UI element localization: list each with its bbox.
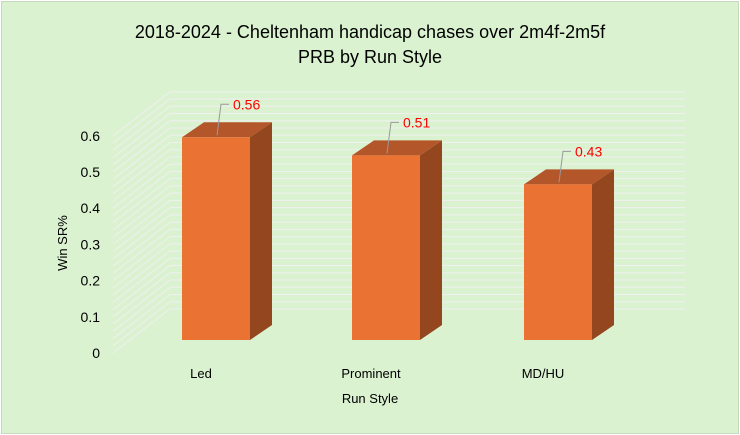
gridline-side [112,243,171,289]
x-axis-label: Run Style [342,391,398,406]
gridline-side [112,279,171,325]
gridline-side [112,149,171,195]
gridline-side [112,127,171,173]
bar-mdhu: 0.43 [524,143,614,340]
gridline-side [112,301,171,347]
gridline-side [112,221,171,267]
y-tick-label: 0 [92,345,100,361]
gridline-side [112,120,171,166]
bar-side [592,169,614,340]
data-label: 0.51 [403,114,430,130]
y-tick-label: 0.5 [81,164,101,180]
gridline-side [112,91,171,137]
data-label-leader [216,103,229,136]
chart-subtitle: PRB by Run Style [298,47,442,67]
bar-side [420,140,442,340]
gridline-side [112,178,171,224]
gridline-side [112,294,171,339]
x-tick-label: Prominent [341,366,401,381]
gridline-side [112,308,171,354]
gridline-side [112,113,171,158]
chart-title: 2018-2024 - Cheltenham handicap chases o… [135,22,606,42]
gridline-side [112,105,171,151]
gridline-side [112,228,171,274]
gridline-side [112,185,171,231]
gridline-side [112,171,171,216]
x-tick-label: Led [190,366,212,381]
bar-led: 0.56 [182,96,272,340]
gridline-side [112,214,171,260]
gridline-side [112,192,171,238]
gridline-side [112,200,171,245]
gridline-side [112,156,171,202]
bar-prominent: 0.51 [352,114,442,340]
gridline-side [112,163,171,209]
bar-side [250,122,272,340]
bar-top [352,140,442,156]
bar-top [524,169,614,185]
gridline-side [112,142,171,187]
y-tick-label: 0.2 [81,273,101,289]
y-axis-label: Win SR% [55,215,70,271]
gridline-side [112,98,171,144]
gridline-side [112,236,171,281]
gridline-side [112,286,171,332]
data-label-leader [386,121,399,154]
data-label: 0.43 [575,143,602,159]
bar-front [352,155,420,340]
gridline-side [112,265,171,310]
x-tick-label: MD/HU [522,366,565,381]
gridline-side [112,134,171,180]
gridline-side [112,207,171,253]
y-tick-label: 0.3 [81,236,101,252]
bar-front [524,184,592,340]
data-label-leader [558,150,571,183]
y-tick-label: 0.6 [81,128,101,144]
data-label: 0.56 [233,96,260,112]
bar-front [182,137,250,340]
y-tick-label: 0.4 [81,200,101,216]
bar-top [182,122,272,138]
gridline-side [112,257,171,303]
gridline-side [112,272,171,318]
y-tick-label: 0.1 [81,309,101,325]
gridline-side [112,250,171,296]
